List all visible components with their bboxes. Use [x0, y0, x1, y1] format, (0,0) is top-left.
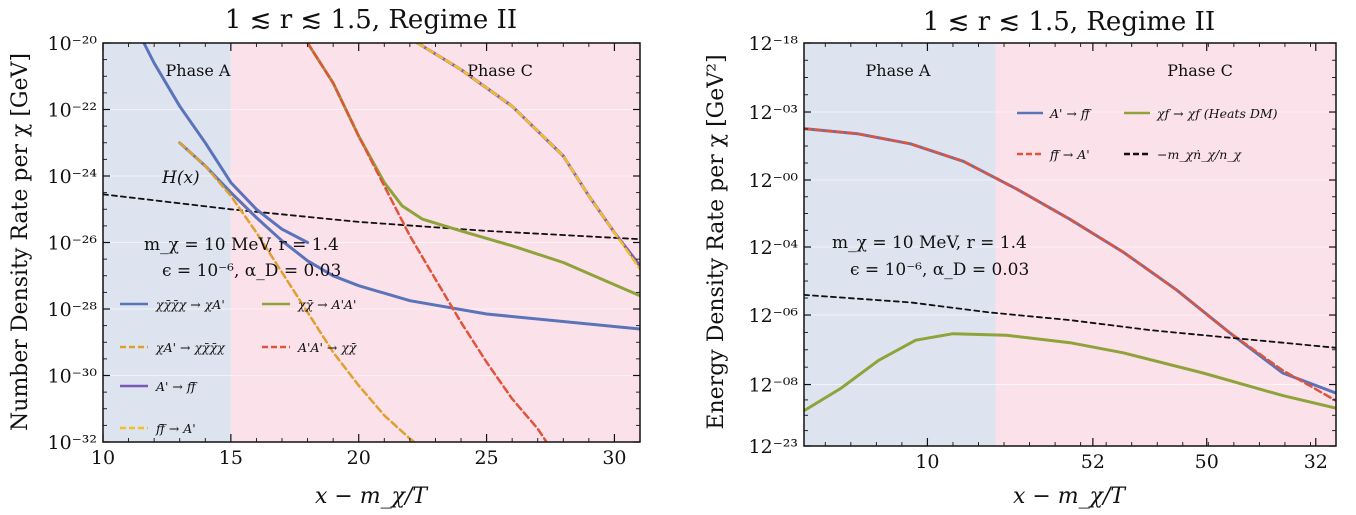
left-legend-label: ff̄ → A' [155, 421, 196, 436]
left-x-tick-label: 15 [219, 447, 243, 469]
right-params-line-1: m_χ = 10 MeV, r = 1.4 [832, 233, 1027, 253]
hubble-label: H(x) [161, 168, 200, 188]
right-legend-label: −m_χṅ_χ/n_χ [1157, 147, 1243, 162]
right-plot-frame [803, 42, 1337, 447]
left-series-line [178, 141, 640, 331]
right-phase-c-region [995, 43, 1336, 446]
left-x-tick-label: 20 [347, 447, 371, 469]
right-ticks: 12⁻¹⁸ 12⁻⁰³ 12⁻⁰⁰ 12⁻⁰⁴ 12⁻⁰⁶ 12⁻⁰⁸ 12⁻²³ 10 52 5… [749, 33, 1336, 473]
right-y-axis-label: Energy Density Rate per χ [GeV²] [704, 54, 729, 429]
left-legend-label: A'A' → χχ̄ [297, 340, 358, 355]
left-series-line [142, 43, 310, 244]
right-x-tick-label: 52 [1081, 451, 1105, 473]
right-legend-label: A' → ff̄ [1049, 106, 1092, 121]
left-y-tick-label: 10⁻²⁶ [48, 233, 98, 255]
right-y-tick-label: 12⁻⁰³ [749, 102, 798, 124]
left-x-tick-label: 25 [474, 447, 498, 469]
right-y-tick-label: 12⁻⁰⁶ [749, 305, 799, 327]
right-y-tick-label: 12⁻⁰⁸ [749, 375, 799, 397]
left-legend-label: χA' → χχ̄χ̄χ [155, 340, 226, 355]
right-y-tick-label: 12⁻⁰⁰ [749, 170, 799, 192]
right-x-tick-label: 10 [915, 451, 939, 473]
right-series-line [804, 294, 1336, 349]
left-y-tick-label: 10⁻³² [48, 432, 97, 454]
left-y-axis-label: Number Density Rate per χ [GeV] [8, 53, 33, 431]
right-x-tick-label: 50 [1195, 451, 1219, 473]
left-series-group [103, 43, 640, 442]
right-chart-title: 1 ≲ r ≲ 1.5, Regime II [923, 7, 1215, 37]
left-legend-label: A' → ff̄ [155, 379, 198, 394]
right-x-tick-label: 32 [1304, 451, 1328, 473]
right-legend: A' → ff̄ χf → χf (Heats DM) ff̄ → A' −m_χṅ_… [1017, 106, 1278, 162]
right-y-tick-label: 12⁻¹⁸ [749, 33, 799, 55]
left-phase-c-label: Phase C [467, 61, 533, 80]
left-y-tick-label: 10⁻³⁰ [48, 366, 98, 388]
right-phase-a-region [804, 43, 996, 446]
left-params-line-2: ϵ = 10⁻⁶, α_D = 0.03 [162, 261, 341, 281]
left-series-line [178, 141, 417, 442]
left-legend-label: χχ̄χ̄χ → χA' [155, 297, 225, 312]
left-series-line [416, 43, 640, 271]
right-chart: 12⁻¹⁸ 12⁻⁰³ 12⁻⁰⁰ 12⁻⁰⁴ 12⁻⁰⁶ 12⁻⁰⁸ 12⁻²³ 10 52 5… [704, 7, 1337, 509]
right-y-tick-label: 12⁻²³ [749, 436, 798, 458]
right-legend-label: ff̄ → A' [1049, 147, 1090, 162]
right-phase-a-label: Phase A [866, 61, 931, 80]
left-legend: χχ̄χ̄χ → χA' χχ̄ → A'A' χA' → χχ̄χ̄χ A'A' →… [120, 297, 358, 436]
left-y-tick-label: 10⁻²⁸ [48, 299, 98, 321]
right-y-tick-label: 12⁻⁰⁴ [749, 237, 799, 259]
left-y-tick-label: 10⁻²⁴ [48, 166, 98, 188]
left-x-axis-label: x − m_χ/T [315, 484, 429, 509]
left-chart-title: 1 ≲ r ≲ 1.5, Regime II [225, 5, 517, 35]
left-series-line [103, 193, 640, 241]
right-legend-label: χf → χf (Heats DM) [1156, 106, 1278, 121]
right-series-group [804, 127, 1336, 413]
left-series-line [306, 43, 548, 442]
left-params-line-1: m_χ = 10 MeV, r = 1.4 [144, 235, 339, 255]
right-series-line [804, 332, 1336, 413]
right-series-line [804, 127, 1336, 402]
right-phase-c-label: Phase C [1167, 61, 1233, 80]
left-x-tick-label: 30 [602, 447, 626, 469]
left-legend-label: χχ̄ → A'A' [297, 297, 357, 312]
left-series-line [306, 43, 640, 298]
left-x-tick-label: 10 [91, 447, 115, 469]
left-y-tick-label: 10⁻²² [48, 100, 97, 122]
left-phase-a-label: Phase A [166, 61, 231, 80]
right-x-axis-label: x − m_χ/T [1013, 484, 1127, 509]
right-params-line-2: ϵ = 10⁻⁶, α_D = 0.03 [850, 260, 1029, 280]
left-y-tick-label: 10⁻²⁰ [48, 33, 98, 55]
